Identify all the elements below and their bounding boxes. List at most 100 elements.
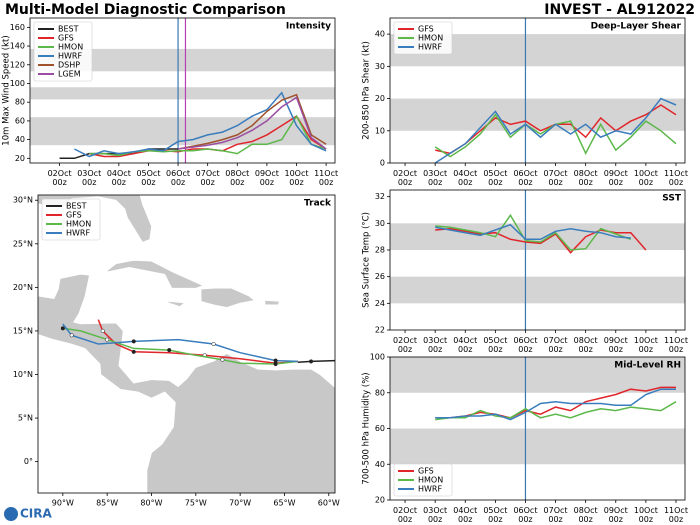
y-tick-label: 20: [375, 94, 385, 103]
y-tick-label: 20: [15, 154, 25, 163]
x-tick-label: 08Oct 00z: [574, 506, 598, 524]
track-point: [131, 349, 136, 354]
legend-label: BEST: [66, 202, 87, 211]
series-line: [434, 97, 677, 163]
x-tick-label: 10Oct 00z: [634, 336, 658, 354]
track-point: [167, 348, 172, 353]
x-tick-label: 02Oct 00z: [48, 169, 72, 187]
y-tick-label: 60: [375, 424, 385, 433]
legend-label: DSHP: [58, 61, 80, 70]
x-tick-label: 03Oct 00z: [77, 169, 101, 187]
x-tick-label: 11Oct 00z: [664, 169, 688, 187]
track-point: [69, 333, 74, 338]
x-tick-label: 07Oct 00z: [544, 506, 568, 524]
x-tick-label: 06Oct 00z: [166, 169, 190, 187]
legend-label: HWRF: [418, 485, 442, 494]
plot-area: [38, 195, 335, 493]
x-tick-label: 03Oct 00z: [423, 506, 447, 524]
legend-box: [33, 21, 93, 82]
legend-label: GFS: [418, 25, 434, 34]
x-tick-label: 09Oct 00z: [604, 169, 628, 187]
track-point: [211, 341, 216, 347]
series-line: [435, 401, 677, 421]
legend-label: GFS: [58, 34, 74, 43]
legend-label: HMON: [66, 220, 91, 229]
panel-title: Intensity: [286, 22, 331, 32]
legend-label: LGEM: [58, 70, 81, 79]
x-tick-label: 04Oct 00z: [453, 506, 477, 524]
x-tick-label: 85°W: [96, 499, 118, 508]
land: [166, 301, 186, 307]
y-tick-label: 10: [375, 126, 385, 135]
logo: CIRA: [4, 507, 53, 521]
panel-title: Mid-Level RH: [614, 361, 681, 371]
logo-icon: [4, 507, 18, 521]
x-tick-label: 05Oct 00z: [136, 169, 160, 187]
plot-area: [390, 357, 685, 500]
legend-label: GFS: [418, 467, 434, 476]
land: [264, 300, 280, 306]
series-line: [435, 388, 676, 421]
legend-label: HWRF: [58, 52, 82, 61]
x-tick-label: 05Oct 00z: [483, 336, 507, 354]
land: [106, 260, 204, 289]
series-line: [97, 319, 298, 364]
series-line: [177, 93, 327, 150]
y-tick-label: 10°N: [13, 370, 33, 379]
x-tick-label: 03Oct 00z: [423, 336, 447, 354]
legend-label: HWRF: [418, 43, 442, 52]
plot-frame: [37, 194, 336, 494]
legend-label: HWRF: [66, 229, 90, 238]
y-tick-label: 40: [375, 460, 385, 469]
x-tick-label: 04Oct 00z: [453, 169, 477, 187]
legend-label: HMON: [58, 43, 83, 52]
x-tick-label: 10Oct 00z: [634, 506, 658, 524]
y-tick-label: 20°N: [13, 283, 33, 292]
x-tick-label: 02Oct 00z: [393, 506, 417, 524]
y-tick-label: 28: [375, 246, 385, 255]
y-tick-label: 60: [15, 116, 25, 125]
track-point: [309, 359, 314, 364]
band: [390, 428, 685, 465]
y-tick-label: 140: [10, 42, 25, 51]
band: [390, 357, 685, 393]
panel-title: Deep-Layer Shear: [591, 22, 682, 32]
legend-box: [41, 198, 101, 241]
y-tick-label: 24: [375, 299, 385, 308]
x-tick-label: 03Oct 00z: [423, 169, 447, 187]
plot-frame: [389, 189, 686, 331]
x-tick-label: 06Oct 00z: [513, 336, 537, 354]
y-tick-label: 30: [375, 219, 385, 228]
page-title: Multi-Model Diagnostic Comparison: [5, 2, 286, 18]
x-tick-label: 02Oct 00z: [393, 169, 417, 187]
land: [200, 287, 255, 308]
x-tick-label: 06Oct 00z: [513, 506, 537, 524]
y-tick-label: 22: [375, 326, 385, 335]
y-axis-label: 700-500 hPa Humidity (%): [362, 372, 372, 484]
y-tick-label: 100: [370, 353, 385, 362]
x-tick-label: 07Oct 00z: [544, 169, 568, 187]
legend-label: GFS: [66, 211, 82, 220]
x-tick-label: 09Oct 00z: [255, 169, 279, 187]
x-tick-label: 02Oct 00z: [393, 336, 417, 354]
y-tick-label: 100: [10, 79, 25, 88]
x-tick-label: 10Oct 00z: [634, 169, 658, 187]
legend-label: HMON: [418, 476, 443, 485]
y-tick-label: 80: [375, 388, 385, 397]
track-point: [100, 328, 105, 333]
x-tick-label: 04Oct 00z: [453, 336, 477, 354]
y-tick-label: 25°N: [13, 239, 33, 248]
y-tick-label: 40: [375, 30, 385, 39]
plot-frame: [389, 17, 686, 164]
x-tick-label: 80°W: [140, 499, 162, 508]
x-tick-label: 10Oct 00z: [284, 169, 308, 187]
y-axis-label: 10m Max Wind Speed (kt): [2, 35, 12, 145]
x-tick-label: 08Oct 00z: [225, 169, 249, 187]
x-tick-label: 04Oct 00z: [107, 169, 131, 187]
y-tick-label: 20: [375, 496, 385, 505]
y-tick-label: 26: [375, 272, 385, 281]
series-line: [178, 96, 327, 150]
y-axis-label: 200-850 hPa Shear (kt): [362, 41, 372, 140]
logo-text: CIRA: [20, 507, 53, 521]
